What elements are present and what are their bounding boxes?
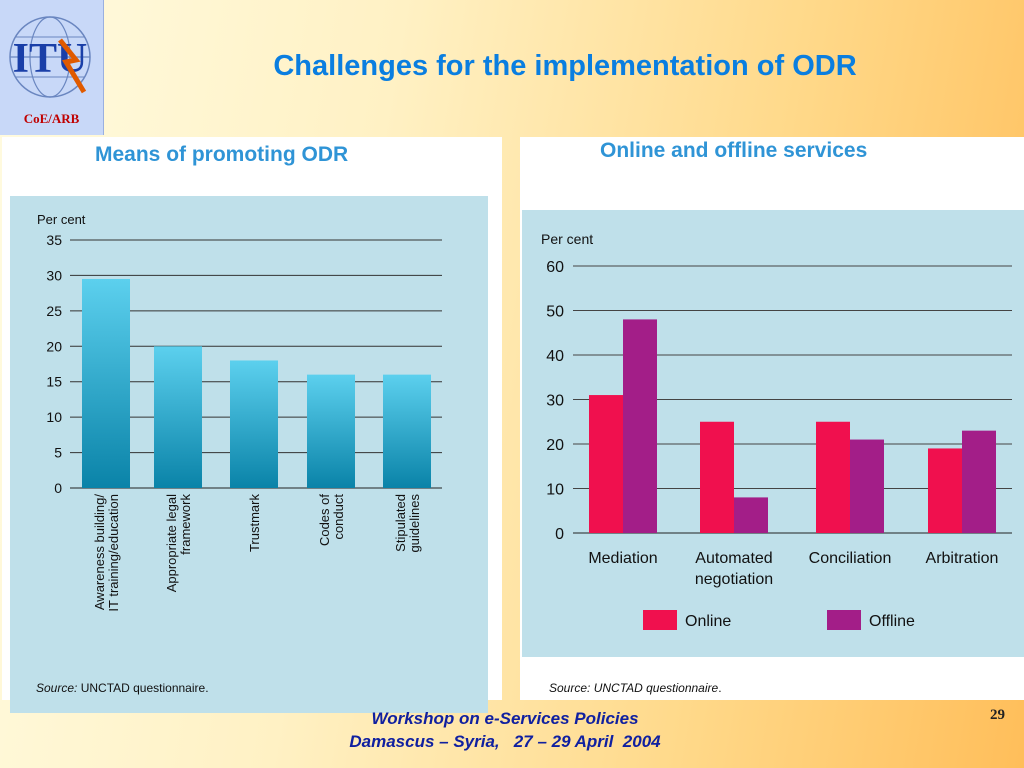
left-x-tick-label-line: conduct: [331, 494, 346, 540]
right-bar-offline: [850, 439, 884, 533]
page-number: 29: [990, 707, 1005, 723]
left-x-tick-label: Stipulatedguidelines: [393, 494, 422, 553]
right-x-tick-label: Arbitration: [926, 550, 999, 567]
right-chart-title: Online and offline services: [600, 139, 868, 162]
left-y-axis-label: Per cent: [37, 212, 86, 227]
right-source-text: .: [718, 681, 722, 695]
right-y-axis-label: Per cent: [541, 231, 593, 247]
left-bar: [383, 374, 431, 488]
right-bar-offline: [962, 430, 996, 533]
right-bar-online: [589, 395, 623, 533]
legend-swatch-offline: [827, 610, 861, 630]
left-x-tick-label-line: IT training/education: [106, 494, 121, 612]
itu-logo: ITU CoE/ARB: [0, 0, 104, 135]
legend-swatch-online: [643, 610, 677, 630]
left-x-tick-label-line: guidelines: [407, 494, 422, 553]
footer: Workshop on e-Services Policies Damascus…: [240, 707, 770, 753]
left-bar: [82, 278, 130, 488]
left-y-tick-label: 35: [46, 232, 62, 248]
right-y-tick-label: 0: [555, 526, 564, 543]
left-y-tick-label: 20: [46, 338, 62, 354]
right-y-tick-label: 30: [546, 393, 564, 410]
right-bar-online: [700, 421, 734, 533]
right-x-tick-label: Automated: [695, 550, 772, 567]
left-bar: [154, 346, 202, 488]
right-y-tick-label: 40: [546, 348, 564, 365]
left-x-tick-label-line: Stipulated: [393, 494, 408, 552]
right-chart-panel: Online and offline services Source: UNCT…: [520, 137, 1024, 700]
right-y-tick-label: 60: [546, 259, 564, 276]
left-bar: [230, 360, 278, 488]
legend-label-offline: Offline: [869, 613, 915, 630]
left-x-tick-label-line: Appropriate legal: [164, 494, 179, 592]
left-chart-title: Means of promoting ODR: [95, 143, 349, 166]
right-chart-source: Source: UNCTAD questionnaire.: [549, 681, 722, 695]
slide-title: Challenges for the implementation of ODR: [273, 50, 857, 82]
right-bar-offline: [734, 497, 768, 533]
right-bar-offline: [623, 319, 657, 533]
left-x-tick-label-line: Trustmark: [247, 494, 262, 553]
left-chart-source: Source: UNCTAD questionnaire.: [36, 681, 209, 695]
left-x-tick-label-line: framework: [178, 494, 193, 555]
left-bar: [307, 374, 355, 488]
left-x-tick-label: Codes ofconduct: [317, 494, 346, 546]
footer-line-1: Workshop on e-Services Policies: [371, 709, 639, 728]
left-x-tick-label-line: Codes of: [317, 494, 332, 546]
left-y-tick-label: 10: [46, 409, 62, 425]
footer-line-2: Damascus – Syria, 27 – 29 April 2004: [349, 732, 661, 751]
left-y-tick-label: 15: [46, 374, 62, 390]
left-source-text: UNCTAD questionnaire.: [77, 681, 209, 695]
legend-label-online: Online: [685, 613, 731, 630]
itu-globe-icon: ITU: [9, 16, 91, 98]
left-y-tick-label: 30: [46, 267, 62, 283]
left-x-tick-label: Trustmark: [247, 494, 262, 553]
right-y-tick-label: 50: [546, 304, 564, 321]
left-x-tick-label: Appropriate legalframework: [164, 494, 193, 593]
left-y-tick-label: 0: [54, 480, 62, 496]
left-x-tick-label-line: Awareness building/: [92, 494, 107, 610]
logo-caption: CoE/ARB: [23, 111, 80, 126]
right-x-tick-label: Conciliation: [809, 550, 892, 567]
left-y-tick-label: 5: [54, 445, 62, 461]
left-source-label: Source:: [36, 681, 78, 695]
left-x-tick-label: Awareness building/IT training/education: [92, 494, 121, 612]
left-y-tick-label: 25: [46, 303, 62, 319]
right-bar-online: [816, 421, 850, 533]
right-x-tick-label: negotiation: [695, 571, 773, 588]
right-y-tick-label: 20: [546, 437, 564, 454]
right-bar-online: [928, 448, 962, 533]
right-source-label: Source: UNCTAD questionnaire: [549, 681, 719, 695]
right-x-tick-label: Mediation: [588, 550, 657, 567]
right-y-tick-label: 10: [546, 482, 564, 499]
